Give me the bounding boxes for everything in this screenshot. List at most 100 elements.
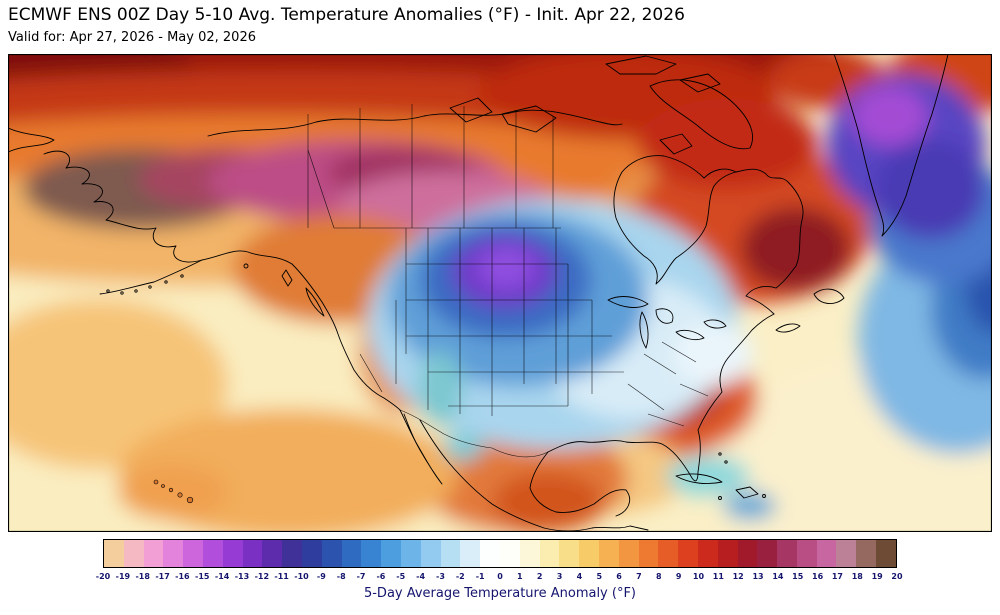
colorbar-segment — [598, 540, 619, 567]
arctic-coast — [207, 109, 623, 137]
alaska-south-coast — [201, 250, 293, 265]
colorbar-segment — [480, 540, 500, 567]
siberia-coast — [8, 127, 55, 153]
colorbar-tick: 5 — [596, 572, 603, 581]
colorbar-tick: 8 — [656, 572, 662, 581]
lake-huron — [655, 308, 674, 324]
colorbar-segment — [420, 540, 441, 567]
colorbar-tick: -4 — [416, 572, 426, 581]
hudson-bay — [613, 155, 737, 285]
alaska-peninsula — [99, 259, 203, 295]
colorbar-tick: 9 — [675, 572, 682, 581]
victoria-island — [501, 105, 557, 133]
lake-michigan — [639, 311, 649, 349]
colorbar-segment — [321, 540, 342, 567]
ellesmere-island — [605, 55, 677, 75]
colorbar-tick: 20 — [891, 572, 903, 581]
colorbar-tick: 10 — [692, 572, 705, 581]
southampton-island — [659, 133, 693, 155]
colorbar-segment — [777, 540, 797, 567]
mexico-east-coast — [529, 451, 630, 517]
map-border — [8, 54, 992, 532]
colorbar-segment — [262, 540, 283, 567]
colorbar-segment — [579, 540, 599, 567]
colorbar-segment — [678, 540, 698, 567]
anomaly-region-ecanada-maroon — [741, 207, 851, 291]
colorbar-segment — [618, 540, 639, 567]
colorbar-segment — [202, 540, 223, 567]
colorbar-tick: -19 — [115, 572, 131, 581]
colorbar-segment — [143, 540, 164, 567]
colorbar-segment — [638, 540, 659, 567]
colorbar-tick: 13 — [752, 572, 764, 581]
colorbar-tick: 7 — [636, 572, 642, 581]
colorbar-tick: 15 — [792, 572, 804, 581]
anomaly-field — [8, 54, 992, 532]
colorbar-segment — [697, 540, 718, 567]
hawaiian-islands — [153, 479, 194, 504]
colorbar-segment — [499, 540, 520, 567]
colorbar-tick: 14 — [772, 572, 784, 581]
cuba — [675, 473, 723, 484]
colorbar-segment — [381, 540, 401, 567]
anomaly-region-central-purple-core — [478, 248, 534, 288]
map-canvas — [8, 54, 992, 532]
anomaly-region-midatlantic-pale — [673, 322, 753, 386]
province-borders — [307, 104, 554, 229]
colorbar-segment — [104, 540, 124, 567]
colorbar-tick: -14 — [214, 572, 230, 581]
colorbar-tick: -17 — [155, 572, 170, 581]
colorbar-tick: -20 — [95, 572, 111, 581]
colorbar-segment — [440, 540, 461, 567]
colorbar-tick: 12 — [732, 572, 744, 581]
aleutian-islands — [106, 274, 184, 295]
colorbar-tick: -11 — [274, 572, 289, 581]
colorbar-tick: -10 — [294, 572, 309, 581]
colorbar-segment — [460, 540, 481, 567]
coastlines — [8, 54, 949, 532]
colorbar-segment — [796, 540, 817, 567]
colorbar-segments — [104, 540, 896, 567]
mexico-west-coast — [419, 419, 649, 532]
anomaly-region-hawaii-warm — [118, 464, 228, 520]
colorbar-tick: -7 — [356, 572, 366, 581]
colorbar-segment — [163, 540, 184, 567]
colorbar-tick: -12 — [254, 572, 270, 581]
colorbar-segment — [737, 540, 758, 567]
colorbar-tick: 2 — [536, 572, 543, 581]
anomaly-region-caribbean-blue — [724, 492, 776, 520]
colorbar-segment — [816, 540, 837, 567]
colorbar-segment — [222, 540, 243, 567]
colorbar-tick: 3 — [556, 572, 563, 581]
haida-gwaii — [281, 269, 293, 287]
anomaly-map-svg — [8, 54, 992, 532]
colorbar-segment — [856, 540, 877, 567]
colorbar-tick: -5 — [396, 572, 406, 581]
baffin-island — [649, 79, 753, 150]
colorbar — [103, 539, 897, 568]
anomaly-region-baffin-red — [638, 99, 818, 189]
colorbar-tick: 1 — [517, 572, 523, 581]
colorbar-segment — [836, 540, 857, 567]
colorbar-segment — [400, 540, 421, 567]
colorbar-tick: 4 — [576, 572, 583, 581]
stlawrence-labrador-coast — [735, 168, 804, 315]
lake-superior — [607, 296, 649, 308]
alaska-coast — [43, 150, 203, 263]
colorbar-tick: -3 — [435, 572, 445, 581]
colorbar-tick: -16 — [175, 572, 190, 581]
kodiak-island — [243, 263, 249, 269]
colorbar-tick: 6 — [616, 572, 622, 581]
colorbar-tick: -6 — [376, 572, 386, 581]
anomaly-region-mexico-cyan — [443, 431, 483, 461]
hispaniola — [735, 486, 759, 499]
colorbar-segment — [539, 540, 560, 567]
anomaly-region-rockies-cyan — [418, 351, 462, 427]
vancouver-island — [305, 287, 325, 317]
lake-erie — [675, 329, 705, 341]
valid-range-label: Valid for: Apr 27, 2026 - May 02, 2026 — [8, 30, 256, 45]
colorbar-tick: -9 — [316, 572, 326, 581]
colorbar-segment — [876, 540, 896, 567]
colorbar-segment — [658, 540, 679, 567]
